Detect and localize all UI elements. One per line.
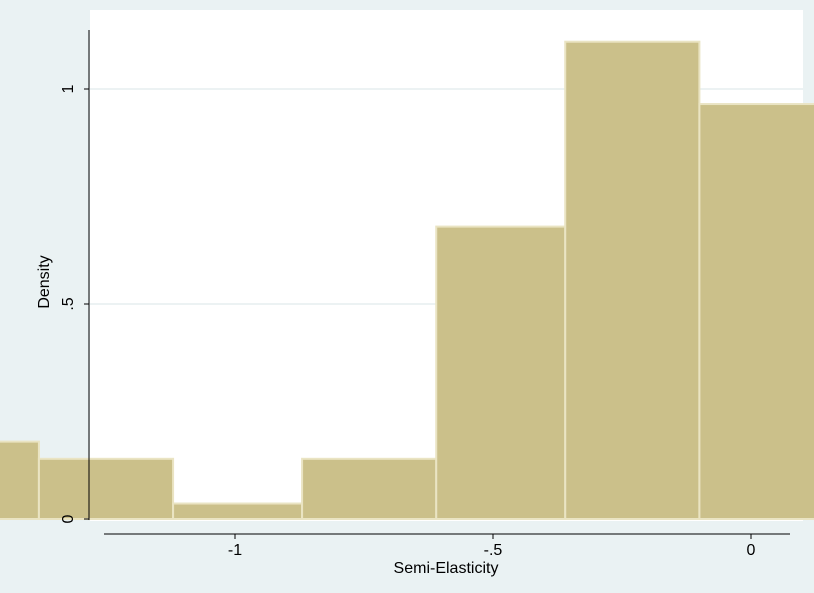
histogram-bar xyxy=(301,457,438,520)
x-tick-label: -.5 xyxy=(484,542,503,559)
y-tick-label: 0 xyxy=(60,514,77,523)
histogram-bar xyxy=(172,502,304,520)
x-ticks: -2.5-2-1.5-1-.50 xyxy=(228,534,756,559)
y-tick-label: .5 xyxy=(60,297,77,310)
axes xyxy=(88,30,790,535)
x-tick-label: -1 xyxy=(228,542,242,559)
histogram-bar xyxy=(698,103,814,521)
x-tick-label: 0 xyxy=(747,542,756,559)
histogram-bar xyxy=(564,40,701,520)
y-ticks: 0.51 xyxy=(60,84,89,523)
y-axis-title: Density xyxy=(36,255,53,308)
histogram-bar xyxy=(435,225,567,520)
y-tick-label: 1 xyxy=(60,84,77,93)
histogram-bar xyxy=(37,457,175,520)
x-axis-title: Semi-Elasticity xyxy=(394,560,499,577)
histogram-bar xyxy=(0,440,40,521)
histogram-bars xyxy=(0,40,814,521)
